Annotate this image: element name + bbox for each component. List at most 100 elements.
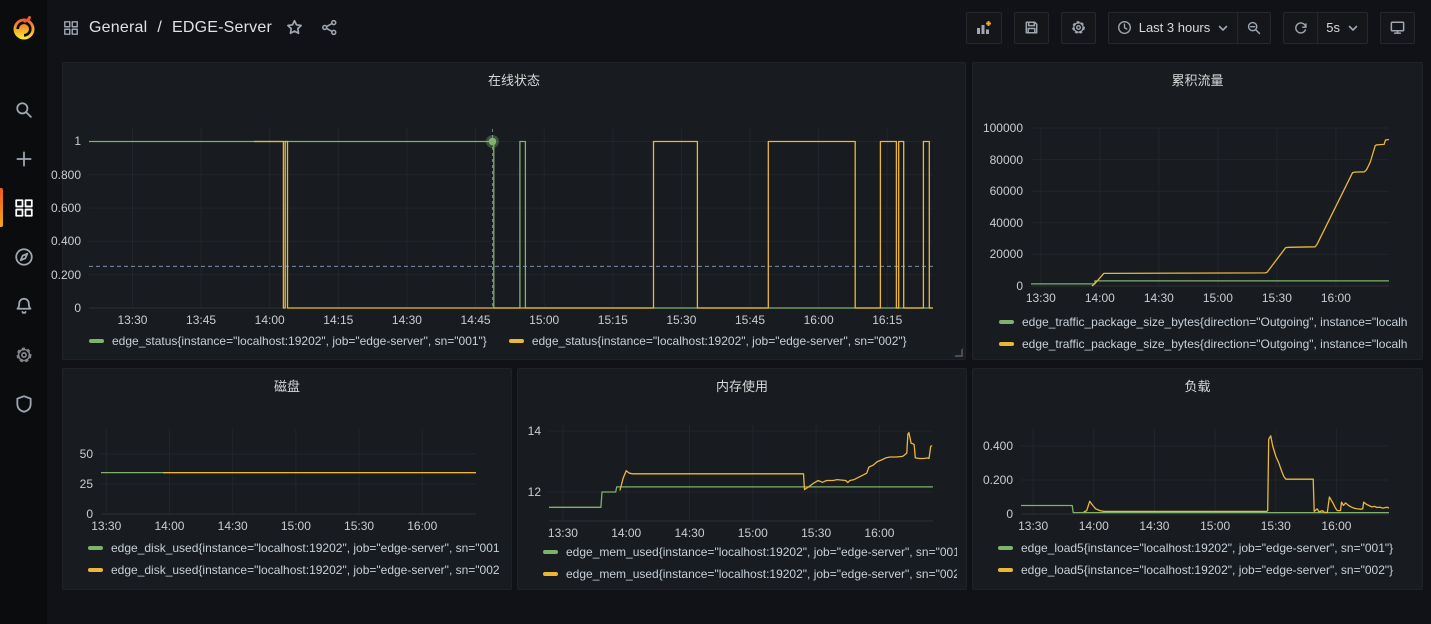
legend-item[interactable]: edge_mem_used{instance="localhost:19202"… <box>543 567 957 581</box>
dashboard-settings-icon <box>1071 21 1085 34</box>
y-tick-label: 0 <box>86 507 93 521</box>
legend-item[interactable]: edge_load5{instance="localhost:19202", j… <box>998 541 1393 555</box>
legend-swatch-icon <box>88 568 103 572</box>
panel-title[interactable]: 累积流量 <box>1171 73 1224 88</box>
dashboard-settings-button[interactable] <box>1060 11 1096 44</box>
legend-item[interactable]: edge_traffic_package_size_bytes{directio… <box>999 337 1407 351</box>
compass-icon <box>14 247 33 266</box>
legend-item[interactable]: edge_mem_used{instance="localhost:19202"… <box>543 545 957 559</box>
refresh-controls: 5s <box>1283 11 1368 44</box>
share-icon <box>322 19 337 36</box>
panel-resize-handle[interactable] <box>954 348 963 357</box>
refresh-button[interactable] <box>1283 11 1318 44</box>
legend-label: edge_mem_used{instance="localhost:19202"… <box>566 545 957 559</box>
panel-online-status: 在线状态 0 0.200 0.400 0.600 0.800 1 13:30 13:45 14:… <box>51 62 966 360</box>
tv-mode-button[interactable] <box>1380 11 1415 44</box>
bell-icon <box>16 297 31 314</box>
chevron-down-icon <box>1218 25 1228 31</box>
series-line <box>1083 435 1390 514</box>
memory-usage-chart[interactable]: 12 14 13:30 14:00 14:30 15:00 15:30 16:00 <box>518 369 966 589</box>
legend-swatch-icon <box>508 339 524 343</box>
grafana-logo-icon <box>13 15 34 39</box>
legend-item[interactable]: edge_disk_used{instance="localhost:19202… <box>88 541 500 555</box>
search-icon <box>15 101 32 118</box>
zoom-out-button[interactable] <box>1237 11 1272 44</box>
save-dashboard-button[interactable] <box>1013 11 1049 44</box>
x-tick-label: 14:30 <box>674 526 705 540</box>
legend: edge_mem_used{instance="localhost:19202"… <box>543 545 957 581</box>
sidebar-item-configuration[interactable] <box>0 330 47 379</box>
x-tick-label: 13:30 <box>547 526 578 540</box>
refresh-interval-picker[interactable]: 5s <box>1317 11 1368 44</box>
panel-title[interactable]: 磁盘 <box>273 379 300 394</box>
legend-swatch-icon <box>999 320 1014 324</box>
x-tick-label: 15:30 <box>1261 291 1292 305</box>
breadcrumb-folder[interactable]: General <box>89 18 148 36</box>
legend: edge_disk_used{instance="localhost:19202… <box>88 541 500 577</box>
sidebar-item-explore[interactable] <box>0 232 47 281</box>
x-tick-label: 14:30 <box>1143 291 1174 305</box>
series-line <box>549 486 933 508</box>
x-tick-label: 15:30 <box>666 313 697 327</box>
y-tick-label: 50 <box>79 446 93 461</box>
x-tick-label: 13:30 <box>91 519 122 533</box>
sidebar-item-create[interactable] <box>0 134 47 183</box>
legend-swatch-icon <box>543 572 558 576</box>
plus-icon <box>15 150 32 167</box>
x-tick-label: 15:45 <box>735 313 766 327</box>
x-tick-label: 14:45 <box>460 313 491 327</box>
legend-label: edge_load5{instance="localhost:19202", j… <box>1021 563 1394 577</box>
legend-item[interactable]: edge_load5{instance="localhost:19202", j… <box>998 563 1393 577</box>
legend-item[interactable]: edge_disk_used{instance="localhost:19202… <box>88 563 500 577</box>
time-range-picker[interactable]: Last 3 hours <box>1107 11 1238 44</box>
x-tick-label: 15:00 <box>529 313 560 327</box>
legend-item[interactable]: edge_status{instance="localhost:19202", … <box>89 334 487 348</box>
series-line <box>254 140 933 309</box>
legend-label: edge_traffic_package_size_bytes{directio… <box>1022 337 1408 351</box>
sidebar-item-search[interactable] <box>0 85 47 134</box>
grafana-logo[interactable] <box>0 0 47 55</box>
dashboard-title[interactable]: EDGE-Server <box>171 18 272 36</box>
chart-canvas <box>1021 429 1390 515</box>
zoom-out-icon <box>1248 21 1261 34</box>
panel-title[interactable]: 在线状态 <box>487 73 540 88</box>
legend-swatch-icon <box>88 546 103 550</box>
sidebar-item-dashboards[interactable] <box>0 183 47 232</box>
toolbar: Last 3 hours 5s <box>965 11 1415 44</box>
shield-icon <box>15 394 32 413</box>
add-panel-button[interactable] <box>965 11 1002 44</box>
x-tick-label: 14:30 <box>1139 519 1170 533</box>
legend-label: edge_status{instance="localhost:19202", … <box>531 334 907 348</box>
y-tick-label: 0.600 <box>50 201 81 216</box>
sidebar-item-server-admin[interactable] <box>0 379 47 428</box>
online-status-chart[interactable]: 0 0.200 0.400 0.600 0.800 1 13:30 13:45 14:00 14:… <box>51 63 965 359</box>
load-chart[interactable]: 0 0.200 0.400 13:30 14:00 14:30 15:00 15:30 16:0… <box>973 369 1422 589</box>
breadcrumb: General / EDGE-Server <box>63 19 342 37</box>
disk-chart[interactable]: 0 25 50 13:30 14:00 14:30 15:00 15:30 16:00 <box>63 369 511 589</box>
x-tick-label: 15:00 <box>1202 291 1233 305</box>
share-button[interactable] <box>317 19 342 36</box>
star-button[interactable] <box>282 19 307 36</box>
legend: edge_traffic_package_size_bytes{directio… <box>999 315 1407 351</box>
time-range-label: Last 3 hours <box>1138 20 1211 35</box>
y-tick-label: 12 <box>527 485 541 500</box>
x-tick-label: 15:00 <box>1200 519 1231 533</box>
x-tick-label: 14:00 <box>254 313 285 327</box>
panel-title[interactable]: 内存使用 <box>715 379 768 394</box>
panel-title[interactable]: 负载 <box>1184 379 1211 394</box>
legend-item[interactable]: edge_status{instance="localhost:19202", … <box>508 334 907 348</box>
series-line <box>1021 504 1389 514</box>
time-controls: Last 3 hours <box>1107 11 1272 44</box>
sidebar-item-alerting[interactable] <box>0 281 47 330</box>
apps-grid-icon <box>14 198 33 217</box>
y-tick-label: 0.200 <box>982 473 1013 487</box>
legend-item[interactable]: edge_traffic_package_size_bytes{directio… <box>999 315 1407 329</box>
cumulative-traffic-chart[interactable]: 0 20000 40000 60000 80000 100000 13:30 14:00 14:… <box>973 63 1422 359</box>
annotation-marker[interactable] <box>488 137 497 146</box>
x-tick-label: 15:00 <box>280 519 311 533</box>
legend-swatch-icon <box>998 546 1013 550</box>
legend-swatch-icon <box>999 342 1014 346</box>
series-line <box>89 140 933 309</box>
clock-icon <box>1117 21 1131 34</box>
series-line <box>1091 138 1390 287</box>
